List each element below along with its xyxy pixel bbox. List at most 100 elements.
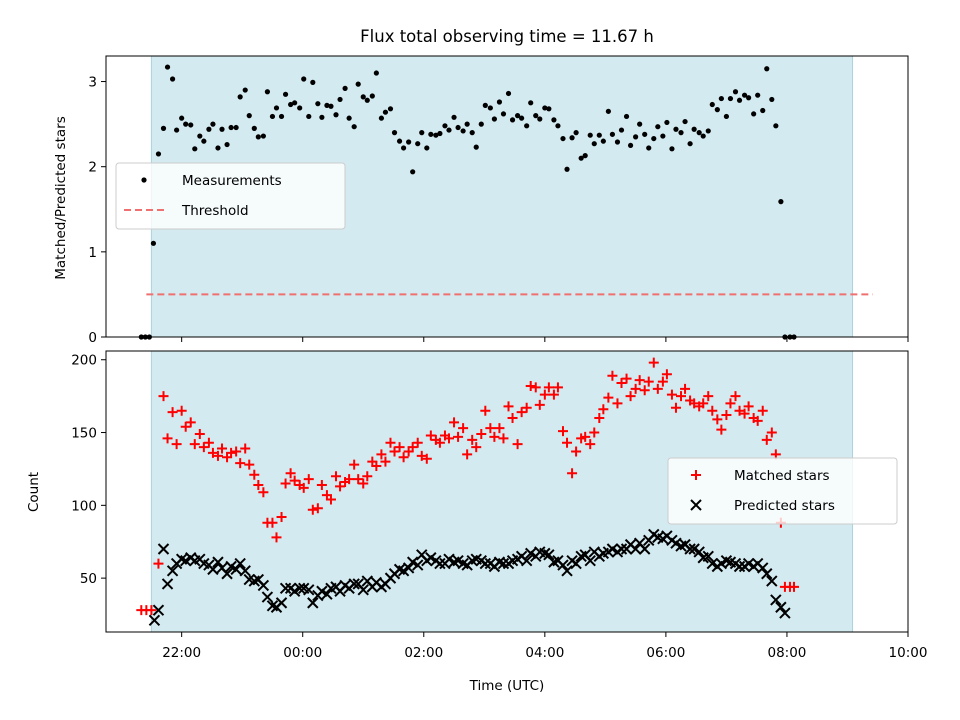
bottom-matched-stars-point bbox=[585, 439, 596, 450]
top-y-tick-label: 0 bbox=[88, 330, 97, 346]
bottom-matched-stars-point bbox=[425, 430, 436, 441]
top-measurements-point bbox=[169, 76, 176, 82]
bottom-matched-stars-point bbox=[240, 443, 251, 454]
bottom-matched-stars-point bbox=[507, 412, 518, 423]
bottom-matched-stars-point bbox=[467, 434, 478, 445]
bottom-matched-stars-point bbox=[661, 369, 672, 380]
bottom-matched-stars-point bbox=[462, 449, 473, 460]
top-measurements-point bbox=[324, 102, 330, 108]
top-measurements-point bbox=[687, 141, 693, 147]
bottom-y-tick-label: 150 bbox=[71, 426, 97, 442]
bottom-predicted-stars-point bbox=[757, 562, 769, 574]
bottom-predicted-stars-point bbox=[230, 563, 242, 576]
top-measurements-point bbox=[419, 130, 425, 136]
bottom-matched-stars-point bbox=[739, 408, 750, 419]
bottom-y-axis-label: Count bbox=[26, 472, 42, 512]
top-measurements-point bbox=[224, 141, 230, 148]
bottom-predicted-stars-point bbox=[161, 578, 174, 590]
top-measurements-point bbox=[446, 127, 452, 133]
bottom-matched-stars-point bbox=[180, 421, 191, 432]
top-measurements-point bbox=[664, 119, 670, 126]
top-measurements-point bbox=[551, 117, 557, 123]
top-measurements-point bbox=[528, 100, 534, 106]
bottom-legend-label: Predicted stars bbox=[734, 498, 835, 514]
bottom-matched-stars-point bbox=[652, 383, 663, 394]
bottom-predicted-stars-point bbox=[638, 543, 651, 555]
bottom-matched-stars-point bbox=[303, 474, 314, 485]
bottom-matched-stars-point bbox=[421, 453, 432, 464]
bottom-predicted-stars-point bbox=[257, 579, 270, 592]
top-measurements-point bbox=[723, 113, 730, 120]
bottom-predicted-stars-point bbox=[307, 597, 319, 609]
bottom-matched-stars-point bbox=[630, 383, 641, 394]
bottom-predicted-stars-point bbox=[221, 568, 233, 580]
top-measurements-point bbox=[255, 134, 261, 140]
top-measurements-point bbox=[769, 96, 775, 103]
bottom-matched-stars-point bbox=[298, 482, 309, 493]
top-legend-label: Measurements bbox=[182, 173, 282, 189]
bottom-matched-stars-point bbox=[325, 494, 336, 505]
bottom-matched-stars-point bbox=[525, 380, 536, 391]
bottom-predicted-stars-point bbox=[702, 550, 714, 562]
top-measurements-point bbox=[179, 115, 185, 121]
bottom-matched-stars-point bbox=[534, 399, 545, 410]
bottom-matched-stars-point bbox=[789, 581, 800, 592]
bottom-matched-stars-point bbox=[571, 446, 582, 457]
bottom-predicted-stars-point bbox=[212, 556, 224, 568]
bottom-matched-stars-point bbox=[598, 404, 609, 415]
bottom-matched-stars-point bbox=[434, 437, 445, 448]
top-measurements-point bbox=[210, 121, 216, 127]
bottom-predicted-stars-point bbox=[412, 559, 424, 571]
bottom-y-tick-label: 200 bbox=[71, 353, 97, 369]
bottom-matched-stars-point bbox=[548, 389, 559, 400]
bottom-predicted-stars-point bbox=[761, 568, 773, 580]
bottom-predicted-stars-point bbox=[693, 546, 705, 558]
bottom-predicted-stars-point bbox=[779, 607, 791, 619]
bottom-matched-stars-point bbox=[449, 417, 460, 428]
top-legend-marker bbox=[141, 177, 147, 183]
bottom-predicted-stars-point bbox=[303, 584, 315, 596]
bottom-matched-stars-point bbox=[543, 382, 554, 393]
top-measurements-point bbox=[487, 105, 493, 111]
top-measurements-point bbox=[215, 145, 221, 151]
bottom-matched-stars-point bbox=[530, 382, 541, 393]
top-measurements-point bbox=[718, 95, 724, 102]
bottom-predicted-stars-point bbox=[166, 565, 179, 577]
top-measurements-point bbox=[569, 135, 575, 141]
top-measurements-point bbox=[406, 139, 412, 145]
top-measurements-point bbox=[442, 123, 448, 129]
top-measurements-point bbox=[469, 130, 475, 136]
top-measurements-point bbox=[373, 70, 379, 76]
bottom-predicted-stars-point bbox=[357, 584, 369, 596]
top-measurements-point bbox=[533, 113, 539, 119]
top-measurements-point bbox=[415, 141, 421, 147]
bottom-predicted-stars-point bbox=[629, 543, 642, 555]
bottom-matched-stars-point bbox=[380, 456, 391, 467]
bottom-matched-stars-point bbox=[285, 468, 296, 479]
top-measurements-point bbox=[206, 126, 212, 132]
top-measurements-point bbox=[297, 105, 303, 111]
top-axes-frame bbox=[105, 55, 909, 338]
bottom-matched-stars-point bbox=[244, 459, 255, 470]
bottom-matched-stars-point bbox=[676, 391, 687, 402]
top-measurements-point bbox=[378, 115, 385, 121]
top-legend-label: Threshold bbox=[181, 203, 249, 219]
top-measurements-point bbox=[678, 130, 684, 136]
bottom-matched-stars-point bbox=[489, 431, 500, 442]
top-measurements-point bbox=[400, 145, 407, 151]
bottom-matched-stars-point bbox=[580, 431, 591, 442]
top-measurements-point bbox=[219, 126, 225, 132]
top-y-axis-label: Matched/Predicted stars bbox=[53, 116, 69, 279]
chart-title: Flux total observing time = 11.67 h bbox=[360, 27, 654, 46]
bottom-matched-stars-point bbox=[385, 437, 396, 448]
bottom-matched-stars-point bbox=[198, 442, 209, 453]
bottom-predicted-stars-point bbox=[684, 543, 696, 555]
top-measurements-point bbox=[555, 123, 561, 129]
top-measurements-point bbox=[164, 64, 171, 70]
bottom-matched-stars-point bbox=[607, 370, 618, 381]
top-measurements-point bbox=[618, 127, 625, 133]
top-measurements-point bbox=[514, 113, 521, 119]
bottom-predicted-stars-point bbox=[261, 591, 274, 603]
top-measurements-point bbox=[391, 130, 398, 136]
top-measurements-point bbox=[564, 166, 570, 172]
